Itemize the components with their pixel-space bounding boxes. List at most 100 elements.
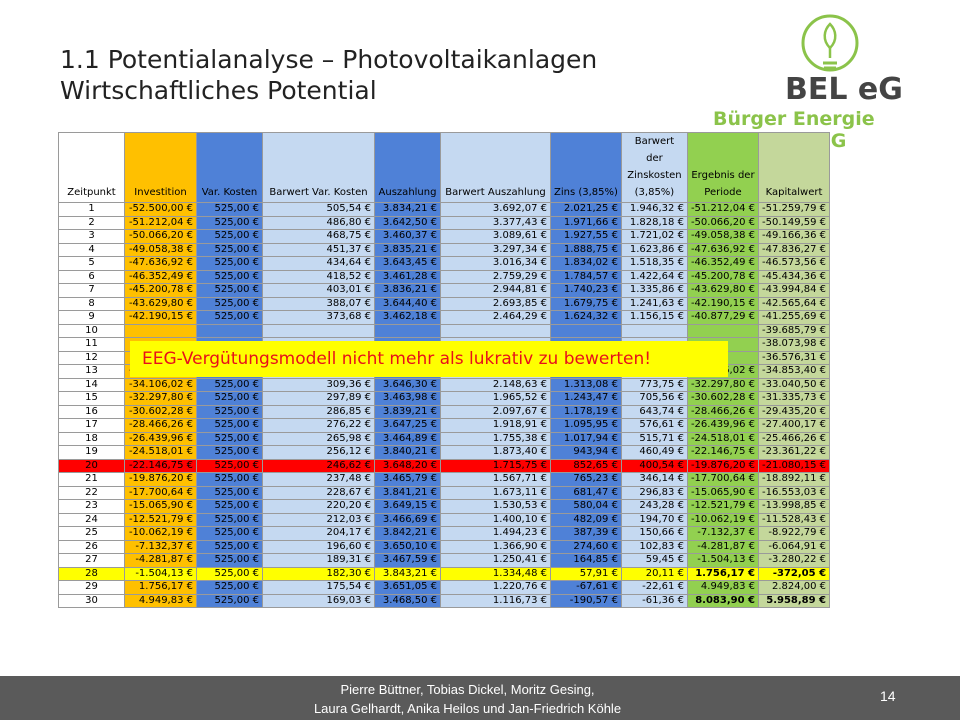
table-cell: 1.673,11 € (440, 485, 551, 500)
table-cell: -36.576,31 € (757, 350, 831, 365)
table-cell: 1 (58, 202, 125, 217)
table-row: 3 -50.066,20 €525,00 €468,75 €3.460,37 €3… (58, 229, 831, 244)
table-cell: 515,71 € (620, 431, 688, 446)
table-row: 24 -12.521,79 €525,00 €212,03 €3.466,69 €… (58, 512, 831, 527)
table-cell: 3.467,59 € (374, 553, 441, 568)
table-cell: 286,85 € (262, 404, 375, 419)
table-row: 23 -15.065,90 €525,00 €220,20 €3.649,15 €… (58, 499, 831, 514)
table-cell: -46.352,49 € (686, 256, 759, 271)
table-cell (686, 323, 759, 338)
table-cell: 852,65 € (550, 458, 622, 473)
table-cell: -67,61 € (550, 580, 622, 595)
table-cell: 1.873,40 € (440, 445, 551, 460)
table-row: 9 -42.190,15 €525,00 €373,68 €3.462,18 €2… (58, 310, 831, 325)
table-cell: 4.949,83 € (124, 593, 197, 608)
table-cell: 6 (58, 269, 125, 284)
table-cell: 297,89 € (262, 391, 375, 406)
table-cell: 3.642,50 € (374, 215, 441, 230)
table-cell (374, 323, 441, 338)
table-cell: 3.835,21 € (374, 242, 441, 257)
title-line-2: Wirtschaftliches Potential (60, 76, 377, 105)
table-row: 21 -19.876,20 €525,00 €237,48 €3.465,79 €… (58, 472, 831, 487)
table-cell: 1.756,17 € (124, 580, 197, 595)
logo-name: BEL eG (785, 72, 903, 107)
table-cell: 3.649,15 € (374, 499, 441, 514)
table-cell: 525,00 € (196, 539, 263, 554)
table-row: 28 -1.504,13 €525,00 €182,30 €3.843,21 €1… (58, 566, 831, 581)
table-cell: 237,48 € (262, 472, 375, 487)
table-cell: -42.190,15 € (686, 296, 759, 311)
table-cell: 57,91 € (550, 566, 622, 581)
page-number: 14 (880, 688, 896, 704)
table-cell: 1.679,75 € (550, 296, 622, 311)
table-cell: -31.335,73 € (757, 391, 831, 406)
table-cell: 3.377,43 € (440, 215, 551, 230)
table-cell: 1.530,53 € (440, 499, 551, 514)
table-cell: 525,00 € (196, 404, 263, 419)
table-cell: -43.629,80 € (686, 283, 759, 298)
header-auszahlung: Auszahlung (374, 132, 441, 203)
table-cell: 1.095,95 € (550, 418, 622, 433)
table-row: 6 -46.352,49 €525,00 €418,52 €3.461,28 €2… (58, 269, 831, 284)
table-row: 20 -22.146,75 €525,00 €246,62 €3.648,20 €… (58, 458, 831, 473)
header-var-kosten: Var. Kosten (196, 132, 263, 203)
table-cell: 1.927,55 € (550, 229, 622, 244)
table-cell: 525,00 € (196, 458, 263, 473)
table-row: 26 -7.132,37 €525,00 €196,60 €3.650,10 €1… (58, 539, 831, 554)
table-cell: 196,60 € (262, 539, 375, 554)
table-cell: -43.629,80 € (124, 296, 197, 311)
header-zins: Zins (3,85%) (550, 132, 622, 203)
table-cell: 169,03 € (262, 593, 375, 608)
table-cell: -49.166,36 € (757, 229, 831, 244)
table-row: 19 -24.518,01 €525,00 €256,12 €3.840,21 €… (58, 445, 831, 460)
table-cell: 22 (58, 485, 125, 500)
table-cell: 2.464,29 € (440, 310, 551, 325)
table-cell: -19.876,20 € (124, 472, 197, 487)
table-cell: -52.500,00 € (124, 202, 197, 217)
header-ergebnis-periode: Ergebnis der Periode (686, 132, 759, 203)
table-cell: 525,00 € (196, 566, 263, 581)
table-cell: 3.648,20 € (374, 458, 441, 473)
table-cell: 220,20 € (262, 499, 375, 514)
table-cell: 3.463,98 € (374, 391, 441, 406)
table-cell: 3.460,37 € (374, 229, 441, 244)
table-row: 2 -51.212,04 €525,00 €486,80 €3.642,50 €3… (58, 215, 831, 230)
table-cell: 486,80 € (262, 215, 375, 230)
table-cell: 580,04 € (550, 499, 622, 514)
authors-line-2: Laura Gelhardt, Anika Heilos und Jan-Fri… (313, 701, 622, 716)
table-cell: -17.700,64 € (686, 472, 759, 487)
bel-logo-bulb-icon (801, 14, 859, 72)
table-cell: 643,74 € (620, 404, 688, 419)
table-cell: 27 (58, 553, 125, 568)
table-cell: -34.853,40 € (757, 364, 831, 379)
table-cell: 3.646,30 € (374, 377, 441, 392)
table-cell: 1.366,90 € (440, 539, 551, 554)
table-row: 18 -26.439,96 €525,00 €265,98 €3.464,89 €… (58, 431, 831, 446)
table-cell: 246,62 € (262, 458, 375, 473)
table-cell: 525,00 € (196, 391, 263, 406)
table-cell: 525,00 € (196, 485, 263, 500)
table-cell: -50.149,59 € (757, 215, 831, 230)
header-barwert-auszahlung: Barwert Auszahlung (440, 132, 551, 203)
header-barwert-var-kosten: Barwert Var. Kosten (262, 132, 375, 203)
table-cell: -22.146,75 € (124, 458, 197, 473)
table-cell: 3.466,69 € (374, 512, 441, 527)
table-cell: 10 (58, 323, 125, 338)
table-cell: 12 (58, 350, 125, 365)
table-cell: -12.521,79 € (124, 512, 197, 527)
table-cell: 212,03 € (262, 512, 375, 527)
table-cell: -32.297,80 € (686, 377, 759, 392)
table-cell: -47.636,92 € (124, 256, 197, 271)
table-cell: 525,00 € (196, 431, 263, 446)
table-cell: 3.464,89 € (374, 431, 441, 446)
table-cell: 1.156,15 € (620, 310, 688, 325)
table-row: 22 -17.700,64 €525,00 €228,67 €3.841,21 €… (58, 485, 831, 500)
table-row: 15 -32.297,80 €525,00 €297,89 €3.463,98 €… (58, 391, 831, 406)
table-cell: -6.064,91 € (757, 539, 831, 554)
table-cell: -23.361,22 € (757, 445, 831, 460)
table-cell: 20 (58, 458, 125, 473)
table-cell: 1.756,17 € (686, 566, 759, 581)
table-cell: 3.836,21 € (374, 283, 441, 298)
table-cell: 400,54 € (620, 458, 688, 473)
table-cell: 11 (58, 337, 125, 352)
